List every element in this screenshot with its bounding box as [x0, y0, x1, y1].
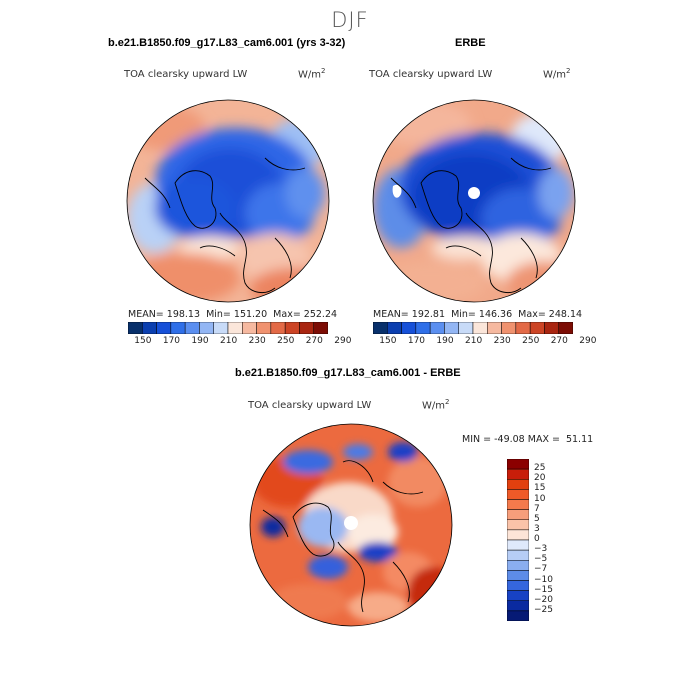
colorbar-swatch: [507, 570, 529, 581]
colorbar-tick-label: −7: [534, 564, 548, 575]
obs-panel-title: ERBE: [455, 37, 486, 49]
colorbar-swatch: [444, 322, 459, 334]
colorbar-swatch: [299, 322, 314, 334]
colorbar-swatch: [507, 468, 529, 480]
model-colorbar-labels: 150 170 190 210 230 250 270 290: [128, 336, 351, 348]
colorbar-tick-label: 170: [407, 336, 426, 346]
colorbar-swatch: [507, 580, 529, 591]
model-panel-title: b.e21.B1850.f09_g17.L83_cam6.001 (yrs 3-…: [108, 37, 346, 49]
colorbar-swatch: [507, 610, 529, 621]
colorbar-swatch: [242, 322, 257, 334]
colorbar-swatch: [170, 322, 186, 334]
obs-colorbar-labels: 150 170 190 210 230 250 270 290: [373, 336, 596, 348]
colorbar-swatch: [507, 590, 529, 601]
colorbar-swatch: [415, 322, 431, 334]
difference-variable-label: TOA clearsky upward LW: [248, 400, 372, 411]
colorbar-swatch: [199, 322, 214, 334]
model-stats: MEAN= 198.13 Min= 151.20 Max= 252.24: [128, 309, 338, 320]
colorbar-tick-label: 15: [534, 483, 546, 494]
colorbar-swatch: [270, 322, 286, 334]
colorbar-tick-label: 150: [134, 336, 152, 346]
season-title: DJF: [331, 8, 369, 32]
colorbar-swatch: [507, 459, 529, 470]
obs-polar-map: [372, 99, 576, 303]
colorbar-swatch: [256, 322, 272, 334]
colorbar-swatch: [184, 322, 200, 334]
colorbar-tick-label: 10: [534, 493, 546, 504]
colorbar-swatch: [501, 322, 517, 334]
colorbar-swatch: [213, 322, 229, 334]
colorbar-swatch: [507, 519, 529, 531]
colorbar-swatch: [507, 509, 529, 520]
colorbar-tick-label: 230: [493, 336, 511, 346]
colorbar-swatch: [472, 322, 488, 334]
colorbar-swatch: [401, 322, 417, 334]
difference-units-label: W/m2: [422, 398, 450, 412]
colorbar-tick-label: 20: [534, 473, 546, 484]
colorbar-swatch: [156, 322, 172, 334]
colorbar-tick-label: 210: [220, 336, 238, 346]
colorbar-swatch: [387, 322, 402, 334]
colorbar-swatch: [558, 322, 573, 334]
colorbar-swatch: [515, 322, 531, 334]
colorbar-tick-label: 190: [436, 336, 454, 346]
colorbar-swatch: [507, 539, 529, 551]
obs-stats: MEAN= 192.81 Min= 146.36 Max= 248.14: [373, 309, 583, 320]
colorbar-tick-label: 25: [534, 463, 546, 474]
difference-colorbar-labels: 25 20 15 10 7 5 3 0 −3 −5 −7 −10 −15 −20 −25: [534, 459, 574, 621]
colorbar-tick-label: 150: [379, 336, 397, 346]
colorbar-swatch: [429, 322, 445, 334]
colorbar-swatch: [507, 499, 529, 510]
obs-variable-label: TOA clearsky upward LW: [369, 69, 493, 80]
difference-colorbar: [507, 459, 529, 621]
colorbar-tick-label: 290: [579, 336, 597, 346]
model-polar-map: [126, 99, 330, 303]
colorbar-tick-label: 250: [277, 336, 295, 346]
colorbar-tick-label: 270: [305, 336, 323, 346]
colorbar-tick-label: 290: [334, 336, 352, 346]
colorbar-tick-label: 170: [162, 336, 181, 346]
colorbar-swatch: [507, 549, 529, 561]
colorbar-swatch: [544, 322, 559, 334]
colorbar-swatch: [507, 479, 529, 490]
colorbar-swatch: [373, 322, 388, 334]
colorbar-swatch: [529, 322, 545, 334]
colorbar-tick-label: 0: [534, 534, 540, 544]
difference-stats: MIN = -49.08 MAX = 51.11: [462, 434, 594, 445]
colorbar-swatch: [458, 322, 474, 334]
colorbar-tick-label: −25: [534, 604, 553, 615]
obs-units-label: W/m2: [543, 67, 571, 81]
colorbar-tick-label: −5: [534, 554, 548, 565]
colorbar-swatch: [227, 322, 243, 334]
colorbar-tick-label: 190: [191, 336, 209, 346]
colorbar-swatch: [507, 529, 529, 541]
colorbar-swatch: [487, 322, 502, 334]
colorbar-swatch: [507, 560, 529, 571]
colorbar-tick-label: 230: [248, 336, 266, 346]
colorbar-tick-label: 250: [522, 336, 540, 346]
colorbar-swatch: [284, 322, 300, 334]
model-units-label: W/m2: [298, 67, 326, 81]
difference-polar-map: [249, 423, 453, 627]
colorbar-tick-label: 210: [465, 336, 483, 346]
obs-colorbar: [373, 322, 573, 334]
colorbar-tick-label: −20: [534, 594, 553, 605]
model-variable-label: TOA clearsky upward LW: [124, 69, 248, 80]
colorbar-tick-label: 5: [534, 513, 540, 524]
colorbar-tick-label: 3: [534, 523, 540, 534]
model-colorbar: [128, 322, 328, 334]
difference-panel-title: b.e21.B1850.f09_g17.L83_cam6.001 - ERBE: [235, 367, 461, 379]
colorbar-tick-label: −3: [534, 544, 548, 555]
colorbar-tick-label: −15: [534, 584, 553, 595]
colorbar-tick-label: 270: [550, 336, 568, 346]
colorbar-swatch: [142, 322, 157, 334]
colorbar-swatch: [507, 489, 529, 500]
colorbar-swatch: [507, 600, 529, 612]
colorbar-tick-label: 7: [534, 503, 540, 514]
colorbar-swatch: [313, 322, 328, 334]
colorbar-tick-label: −10: [534, 574, 553, 585]
colorbar-swatch: [128, 322, 143, 334]
